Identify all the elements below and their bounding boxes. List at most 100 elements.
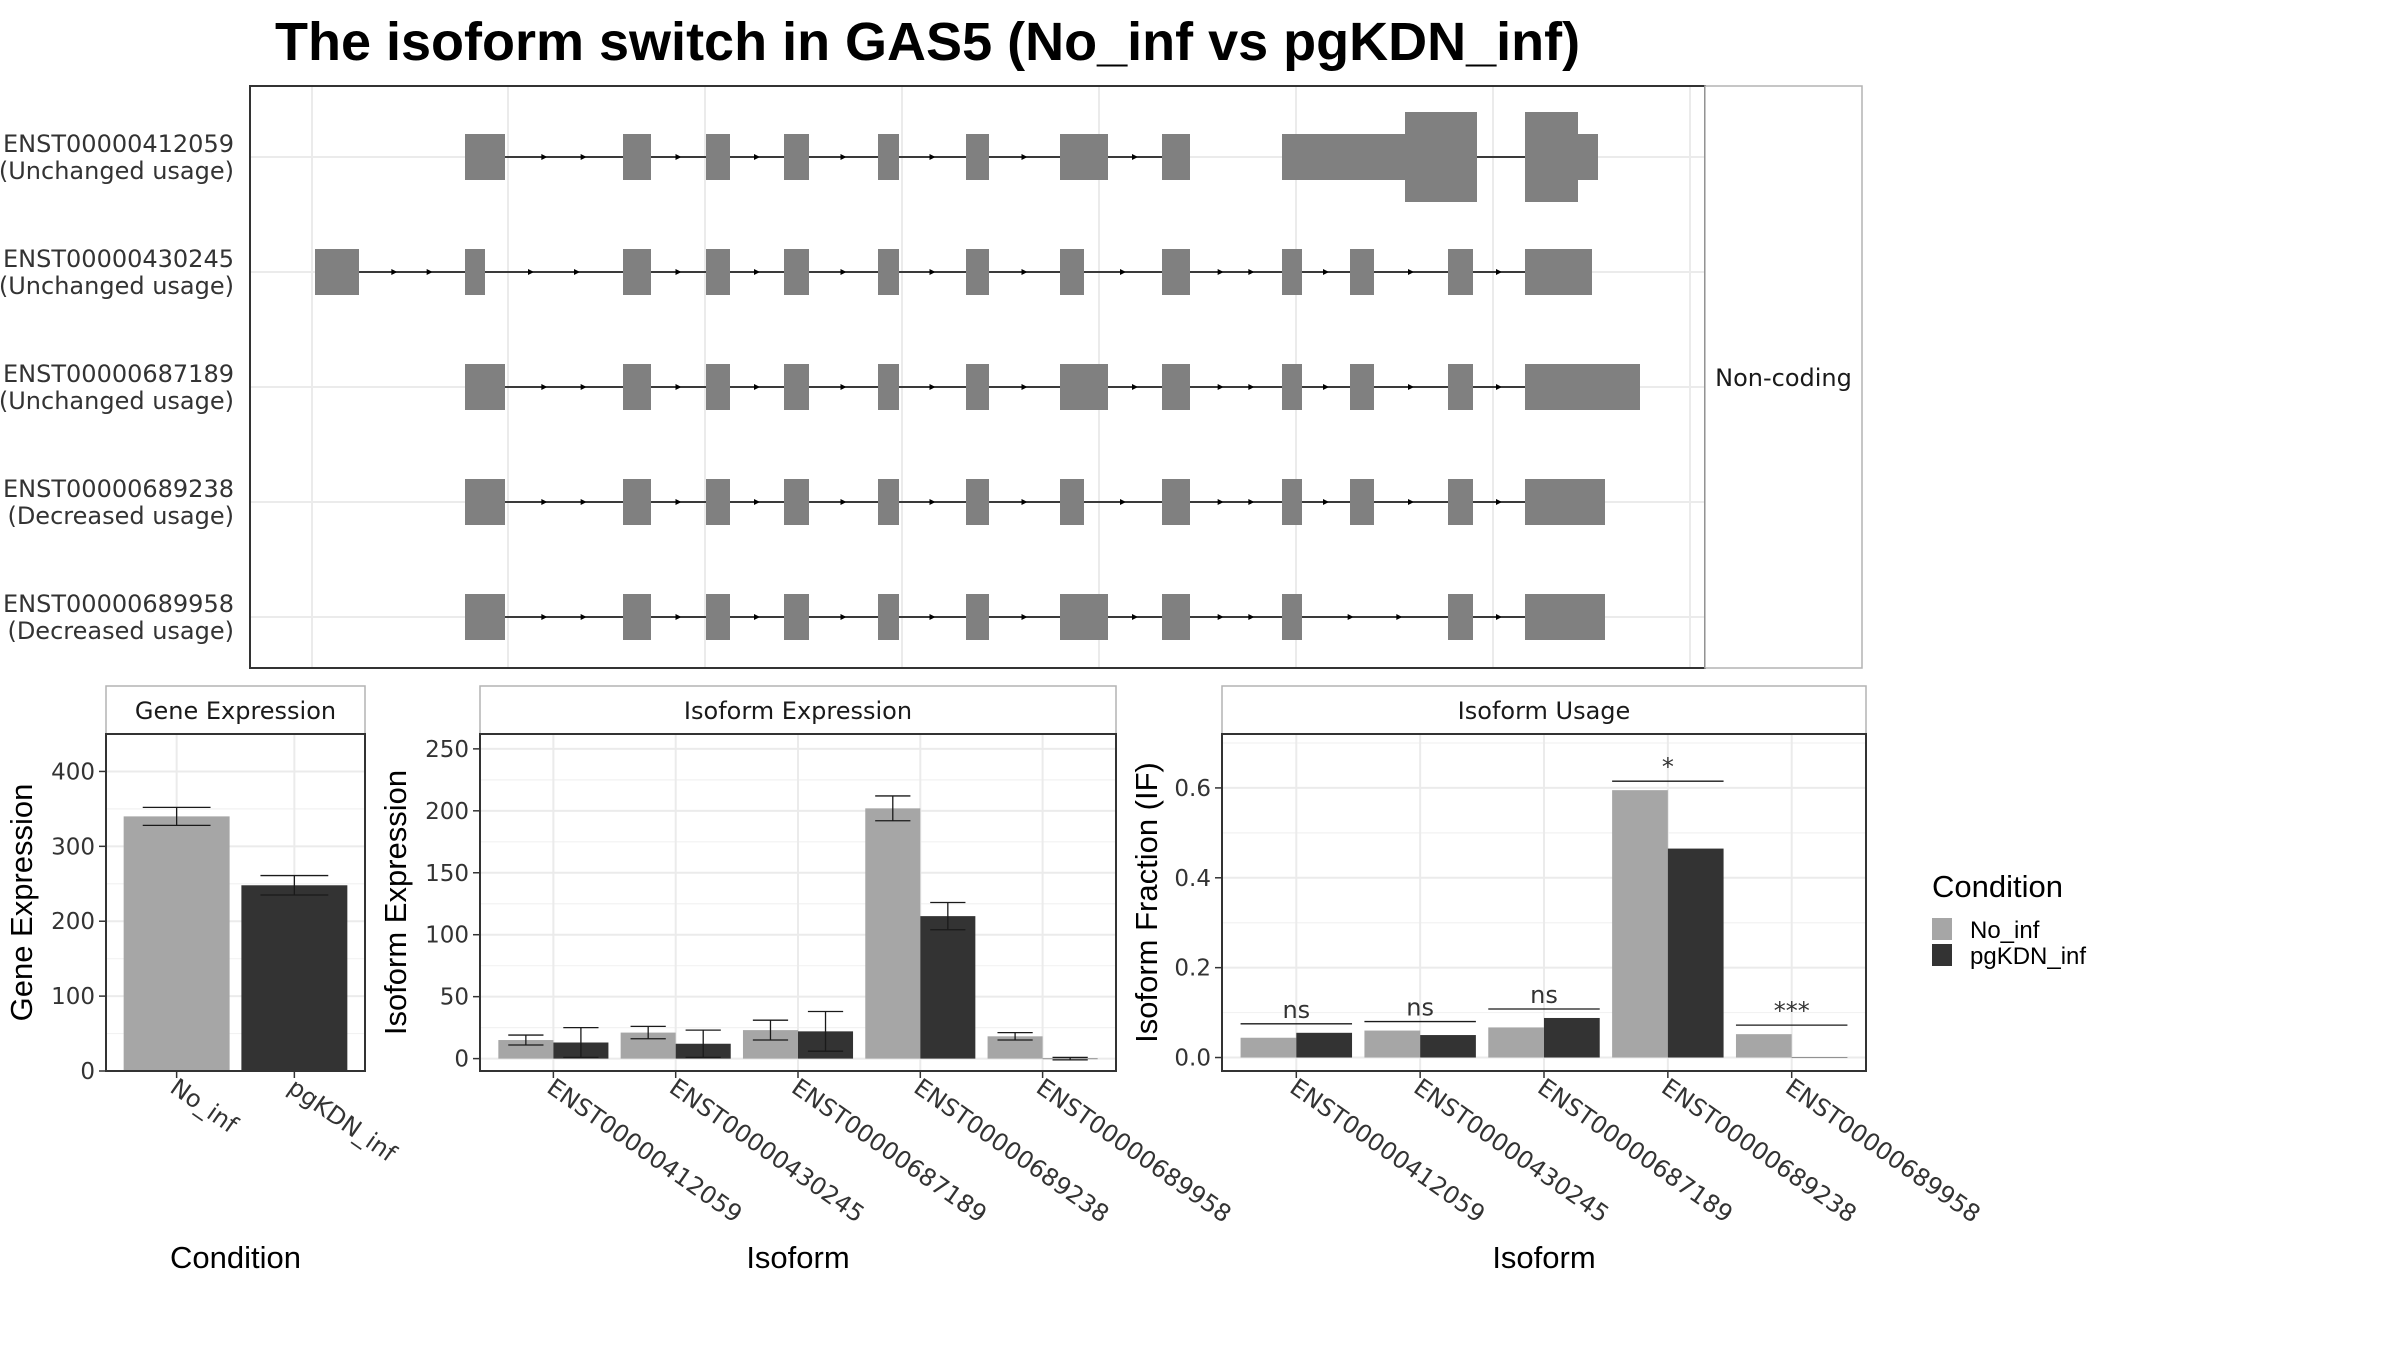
intron-arrow	[580, 499, 587, 505]
y-tick-label: 50	[440, 985, 469, 1011]
intron-arrow	[929, 269, 936, 275]
x-axis-title: Condition	[170, 1240, 301, 1275]
x-tick-label: ENST00000689958	[1780, 1073, 1985, 1228]
intron-arrow	[1021, 384, 1028, 390]
bar	[1364, 1030, 1421, 1058]
y-tick-label: 100	[51, 984, 95, 1010]
panel-strip	[105, 685, 366, 735]
intron-arrow	[1496, 384, 1502, 390]
bar	[1296, 1032, 1353, 1058]
exon-block	[1525, 112, 1598, 202]
exon-block	[1448, 594, 1473, 640]
y-tick-label: 0	[80, 1059, 95, 1085]
intron-arrow	[541, 614, 548, 620]
intron-arrow	[929, 154, 936, 160]
x-tick-label: ENST00000687189	[787, 1073, 992, 1228]
intron-arrow	[1323, 499, 1329, 505]
intron-arrow	[840, 269, 847, 275]
bar	[1791, 1057, 1848, 1059]
exon-block	[784, 479, 809, 525]
intron-arrow	[840, 384, 847, 390]
intron-arrow	[541, 499, 548, 505]
y-tick-label: 0.2	[1174, 956, 1211, 982]
y-tick-label: 100	[425, 923, 469, 949]
bar	[241, 885, 348, 1071]
y-axis-title: Gene Expression	[4, 784, 39, 1022]
exon-block	[706, 594, 730, 640]
exon-block	[1350, 249, 1374, 295]
intron-arrow	[528, 269, 534, 275]
isoform-usage-label: (Unchanged usage)	[0, 272, 234, 300]
legend-key-no-inf	[1932, 918, 1952, 940]
exon-block	[878, 134, 899, 180]
legend: Condition No_inf pgKDN_inf	[1932, 869, 2086, 970]
y-tick-label: 400	[51, 759, 95, 785]
intron-arrow	[580, 614, 587, 620]
bar	[1488, 1027, 1544, 1058]
facet-label: Non-coding	[1715, 364, 1852, 392]
exon-block	[1060, 479, 1084, 525]
bar	[1612, 790, 1668, 1058]
exon-block	[1162, 479, 1190, 525]
intron-arrow	[1021, 499, 1028, 505]
x-tick-label: ENST00000689238	[909, 1073, 1114, 1228]
intron-arrow	[1248, 269, 1255, 275]
legend-label-no-inf: No_inf	[1970, 917, 2040, 944]
intron-arrow	[1496, 499, 1502, 505]
intron-arrow	[675, 384, 682, 390]
isoform-id-label: ENST00000412059	[3, 130, 234, 158]
x-axis-title: Isoform	[1492, 1240, 1595, 1275]
y-axis-title: Isoform Fraction (IF)	[1129, 762, 1164, 1043]
intron-arrow	[754, 499, 760, 505]
intron-arrow	[929, 499, 936, 505]
intron-arrow	[541, 154, 548, 160]
exon-block	[1448, 479, 1473, 525]
exon-block	[1162, 134, 1190, 180]
exon-block	[623, 364, 651, 410]
exon-block	[1525, 594, 1605, 640]
x-tick-label: No_inf	[165, 1073, 243, 1139]
panel-title: Gene Expression	[135, 697, 336, 725]
exon-block	[966, 594, 989, 640]
bar	[1240, 1037, 1297, 1058]
isoform-usage-label: (Unchanged usage)	[0, 387, 234, 415]
exon-block	[315, 249, 359, 295]
intron-arrow	[1021, 154, 1028, 160]
intron-arrow	[754, 614, 760, 620]
y-tick-label: 0.0	[1174, 1046, 1211, 1072]
intron-arrow	[675, 269, 682, 275]
bar	[1667, 848, 1724, 1058]
intron-arrow	[675, 154, 682, 160]
x-tick-label: ENST00000430245	[664, 1073, 869, 1228]
panel-title: Isoform Expression	[684, 697, 912, 725]
exon-block	[623, 594, 651, 640]
y-tick-label: 0.4	[1174, 866, 1211, 892]
intron-arrow	[754, 154, 760, 160]
bar	[1735, 1034, 1792, 1058]
y-tick-label: 250	[425, 737, 469, 763]
exon-block	[1162, 594, 1190, 640]
x-tick-label: ENST00000412059	[542, 1073, 747, 1228]
x-tick-label: pgKDN_inf	[283, 1073, 402, 1168]
intron-arrow	[929, 384, 936, 390]
intron-arrow	[391, 269, 398, 275]
intron-arrow	[675, 499, 682, 505]
significance-label: ns	[1530, 981, 1558, 1009]
exon-block	[623, 134, 651, 180]
exon-block	[1350, 364, 1374, 410]
panel-title: Isoform Usage	[1458, 697, 1631, 725]
intron-arrow	[840, 499, 847, 505]
intron-arrow	[1408, 499, 1414, 505]
intron-arrow	[1217, 269, 1224, 275]
exon-block	[706, 364, 730, 410]
gene-expression-panel: Gene Expression 0 100 200 300 400 No_inf pgKDN_…	[4, 685, 402, 1275]
exon-block	[878, 364, 899, 410]
exon-block	[465, 594, 505, 640]
exon-block	[784, 134, 809, 180]
intron-arrow	[574, 269, 580, 275]
bar	[920, 916, 976, 1059]
isoform-usage-label: (Decreased usage)	[7, 617, 234, 645]
exon-block	[784, 249, 809, 295]
intron-arrow	[1217, 499, 1224, 505]
figure-title: The isoform switch in GAS5 (No_inf vs pg…	[275, 12, 1580, 72]
